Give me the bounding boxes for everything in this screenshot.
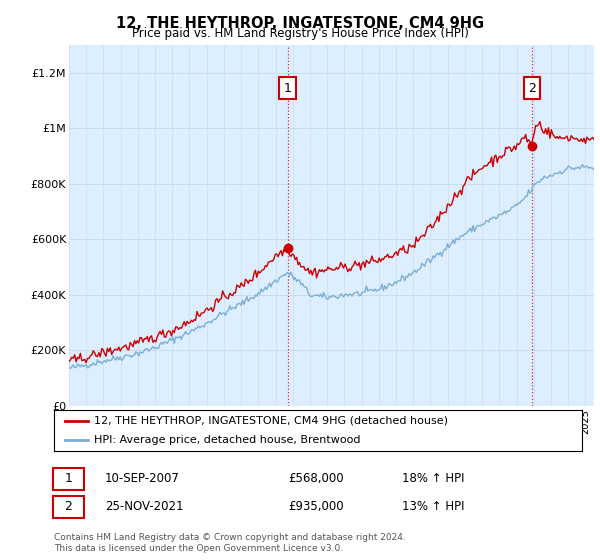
Text: £935,000: £935,000 [288, 500, 344, 514]
Text: 10-SEP-2007: 10-SEP-2007 [105, 472, 180, 486]
Text: 13% ↑ HPI: 13% ↑ HPI [402, 500, 464, 514]
Text: 18% ↑ HPI: 18% ↑ HPI [402, 472, 464, 486]
Text: 12, THE HEYTHROP, INGATESTONE, CM4 9HG (detached house): 12, THE HEYTHROP, INGATESTONE, CM4 9HG (… [94, 416, 448, 426]
Text: 25-NOV-2021: 25-NOV-2021 [105, 500, 184, 514]
Text: 1: 1 [64, 472, 73, 486]
Text: 2: 2 [528, 82, 536, 95]
Text: 2: 2 [64, 500, 73, 514]
Text: 1: 1 [284, 82, 292, 95]
Text: £568,000: £568,000 [288, 472, 344, 486]
Text: Contains HM Land Registry data © Crown copyright and database right 2024.
This d: Contains HM Land Registry data © Crown c… [54, 533, 406, 553]
Text: Price paid vs. HM Land Registry's House Price Index (HPI): Price paid vs. HM Land Registry's House … [131, 27, 469, 40]
Text: HPI: Average price, detached house, Brentwood: HPI: Average price, detached house, Bren… [94, 435, 360, 445]
Text: 12, THE HEYTHROP, INGATESTONE, CM4 9HG: 12, THE HEYTHROP, INGATESTONE, CM4 9HG [116, 16, 484, 31]
